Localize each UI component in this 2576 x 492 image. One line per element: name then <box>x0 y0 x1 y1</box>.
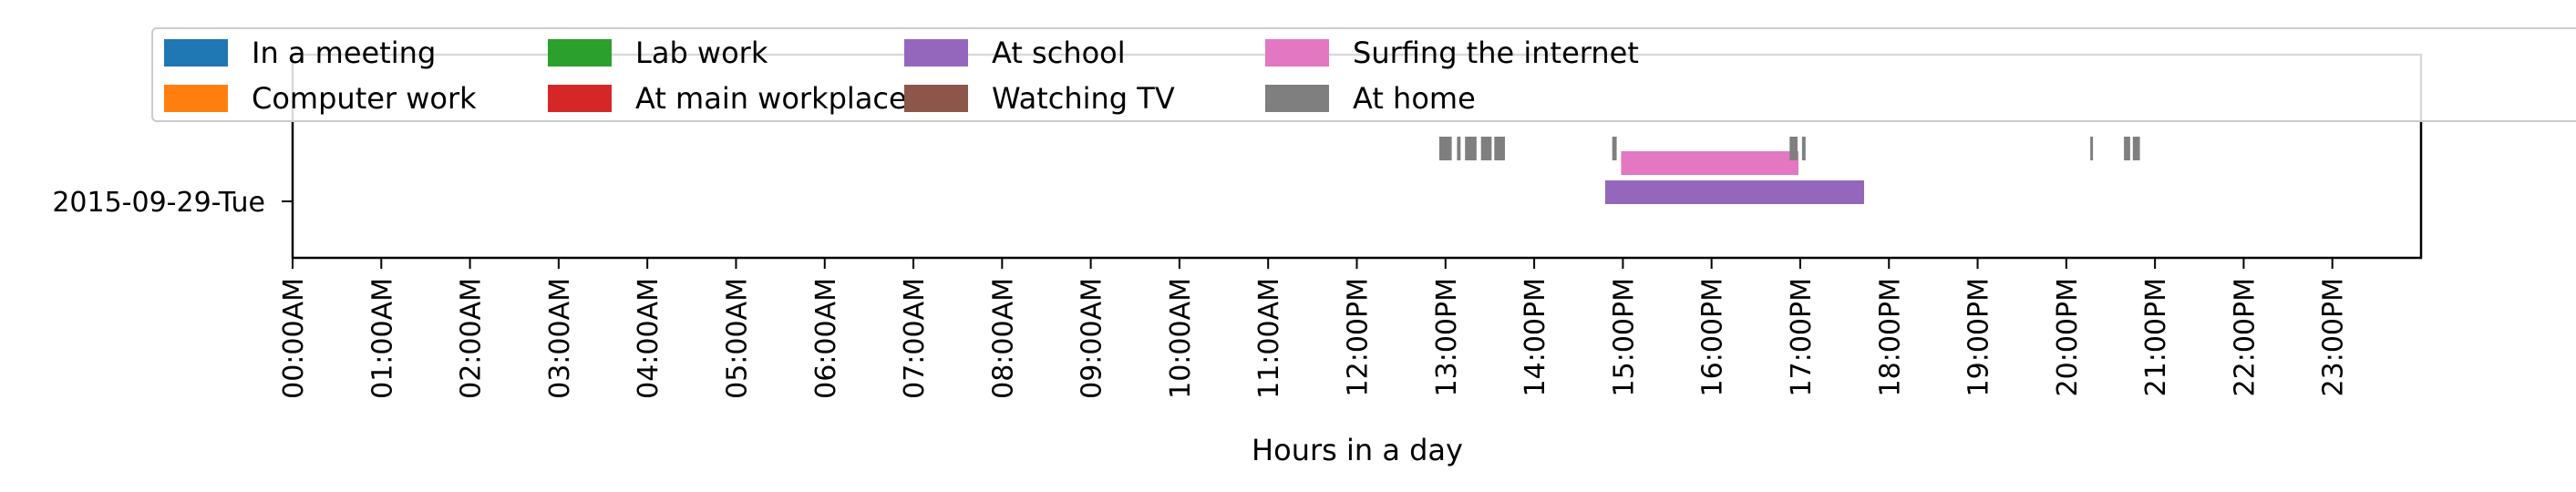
x-tick-label: 02:00AM <box>456 278 488 399</box>
legend-swatch <box>548 85 612 112</box>
legend-item: Lab work <box>548 35 768 71</box>
legend-label: Watching TV <box>992 81 1175 116</box>
x-tick-label: 21:00PM <box>2140 278 2172 396</box>
legend-label: Surfing the internet <box>1353 36 1639 70</box>
legend-swatch <box>548 39 612 67</box>
x-tick-label: 17:00PM <box>1786 278 1818 396</box>
legend-label: Computer work <box>252 81 477 116</box>
legend-swatch <box>904 39 968 67</box>
legend-swatch <box>164 39 228 67</box>
bar-surfing-the-internet <box>1621 151 1799 175</box>
bar-at-home <box>1465 137 1477 160</box>
x-tick-label: 23:00PM <box>2318 278 2350 396</box>
x-tick-label: 16:00PM <box>1697 278 1729 396</box>
legend-label: In a meeting <box>252 36 437 70</box>
legend-swatch <box>1265 85 1329 112</box>
legend-label: At school <box>992 36 1126 70</box>
bar-at-home <box>2132 137 2140 160</box>
y-axis: 2015-09-29-Tue <box>52 187 293 219</box>
legend-label: At main workplace <box>635 81 907 116</box>
bar-at-home <box>2090 137 2094 160</box>
x-tick-label: 12:00PM <box>1343 278 1375 396</box>
legend-item: At home <box>1265 80 1476 117</box>
x-tick-label: 18:00PM <box>1874 278 1906 396</box>
legend-item: Computer work <box>164 80 477 117</box>
bar-at-school <box>1604 180 1865 204</box>
bar-at-home <box>1480 137 1492 160</box>
x-tick-label: 08:00AM <box>987 278 1019 399</box>
bar-at-home <box>1457 137 1461 160</box>
x-tick-label: 20:00PM <box>2052 278 2084 396</box>
legend-item: At school <box>904 35 1126 71</box>
activity-bars <box>1438 137 2140 204</box>
bar-at-home <box>1789 137 1798 160</box>
x-tick-label: 09:00AM <box>1077 278 1108 399</box>
legend-item: In a meeting <box>164 35 436 71</box>
bar-at-home <box>1801 137 1806 160</box>
bar-at-home <box>1494 137 1505 160</box>
x-tick-label: 19:00PM <box>1963 278 1995 396</box>
x-tick-label: 06:00AM <box>810 278 842 399</box>
legend-label: Lab work <box>635 36 768 70</box>
legend: In a meeting Computer work Lab work At main… <box>151 27 2576 122</box>
bar-at-home <box>2124 137 2130 160</box>
x-tick-label: 14:00PM <box>1520 278 1551 396</box>
y-tick-label: 2015-09-29-Tue <box>52 187 265 219</box>
x-tick-label: 01:00AM <box>366 278 398 399</box>
x-axis-label: Hours in a day <box>1252 433 1463 467</box>
legend-item: Surfing the internet <box>1265 35 1639 71</box>
x-tick-label: 07:00AM <box>899 278 931 399</box>
bar-at-home <box>1612 137 1617 160</box>
legend-swatch <box>1265 39 1329 67</box>
legend-swatch <box>904 85 968 112</box>
x-tick-label: 22:00PM <box>2229 278 2261 396</box>
x-tick-label: 13:00PM <box>1431 278 1463 396</box>
legend-item: At main workplace <box>548 80 907 117</box>
x-tick-label: 10:00AM <box>1165 278 1197 399</box>
x-tick-label: 11:00AM <box>1253 278 1285 399</box>
x-tick-label: 04:00AM <box>633 278 665 399</box>
x-tick-label: 03:00AM <box>544 278 576 399</box>
legend-item: Watching TV <box>904 80 1175 117</box>
x-tick-label: 05:00AM <box>721 278 753 399</box>
x-axis: 00:00AM 01:00AM 02:00AM 03:00AM 04:00AM 05:00… <box>278 258 2350 399</box>
x-tick-label: 00:00AM <box>278 278 310 399</box>
legend-swatch <box>164 85 228 112</box>
legend-label: At home <box>1353 81 1476 116</box>
bar-at-home <box>1438 137 1452 160</box>
x-tick-label: 15:00PM <box>1608 278 1640 396</box>
